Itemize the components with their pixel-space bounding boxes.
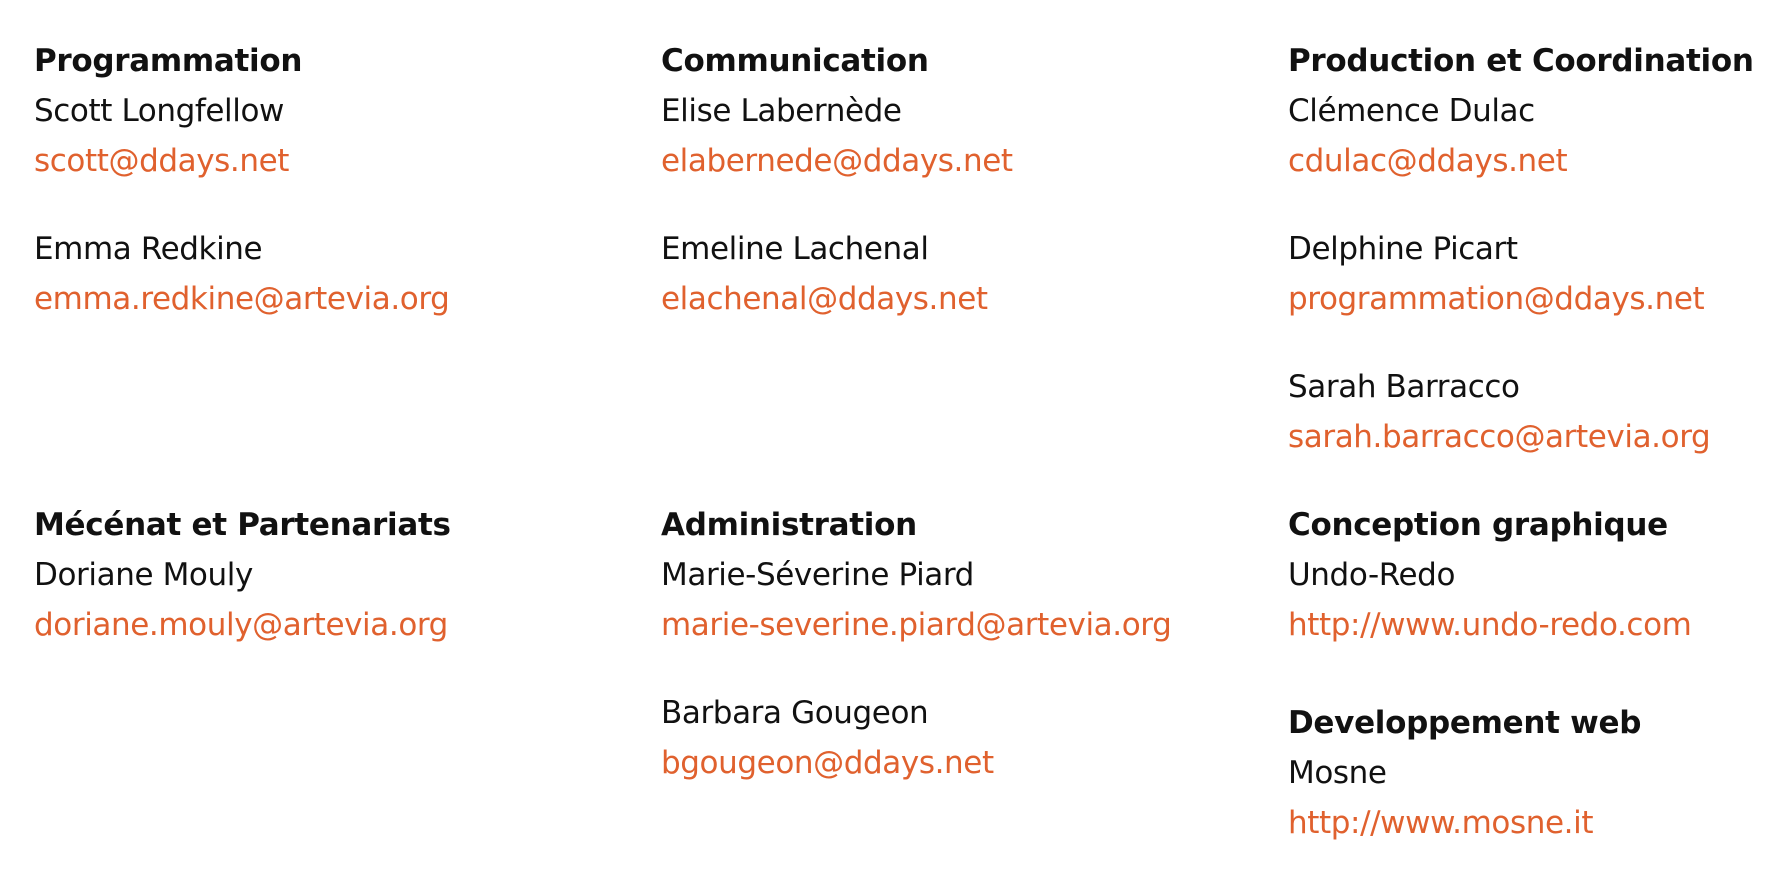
contact-name: Marie-Séverine Piard [661,557,974,593]
section-production: Production et Coordination Clémence Dula… [1288,36,1780,462]
section-heading: Mécénat et Partenariats [34,507,451,543]
contact-name: Doriane Mouly [34,557,253,593]
contact-item: Sarah Barracco sarah.barracco@artevia.or… [1288,362,1780,462]
section-administration: Administration Marie-Séverine Piard mari… [661,500,1221,788]
column-1: Programmation Scott Longfellow scott@dda… [34,36,594,324]
website-link[interactable]: http://www.undo-redo.com [1288,607,1692,643]
section-heading: Administration [661,507,917,543]
contact-item: Emeline Lachenal elachenal@ddays.net [661,224,1221,324]
section-heading: Developpement web [1288,705,1642,741]
section-conception-graphique: Conception graphique Undo-Redo http://ww… [1288,500,1780,650]
section-heading: Production et Coordination [1288,43,1754,79]
section-mecenat: Mécénat et Partenariats Doriane Mouly do… [34,500,594,650]
column-3: Production et Coordination Clémence Dula… [1288,36,1780,462]
contact-item: Delphine Picart programmation@ddays.net [1288,224,1780,324]
email-link[interactable]: marie-severine.piard@artevia.org [661,607,1172,643]
contact-name: Undo-Redo [1288,557,1456,593]
contact-item: Emma Redkine emma.redkine@artevia.org [34,224,594,324]
contact-item: Barbara Gougeon bgougeon@ddays.net [661,688,1221,788]
contact-item: Scott Longfellow scott@ddays.net [34,86,594,186]
contact-name: Elise Labernède [661,93,902,129]
column-2-row-2: Administration Marie-Séverine Piard mari… [661,500,1221,788]
email-link[interactable]: doriane.mouly@artevia.org [34,607,448,643]
email-link[interactable]: sarah.barracco@artevia.org [1288,419,1711,455]
email-link[interactable]: cdulac@ddays.net [1288,143,1568,179]
email-link[interactable]: elachenal@ddays.net [661,281,988,317]
section-developpement-web: Developpement web Mosne http://www.mosne… [1288,698,1780,848]
contact-item: Doriane Mouly doriane.mouly@artevia.org [34,550,594,650]
column-3-row-2: Conception graphique Undo-Redo http://ww… [1288,500,1780,848]
column-2: Communication Elise Labernède elabernede… [661,36,1221,324]
section-heading: Programmation [34,43,303,79]
contact-item: Clémence Dulac cdulac@ddays.net [1288,86,1780,186]
contact-item: Undo-Redo http://www.undo-redo.com [1288,550,1780,650]
section-heading: Communication [661,43,929,79]
contact-name: Delphine Picart [1288,231,1518,267]
email-link[interactable]: scott@ddays.net [34,143,290,179]
contact-name: Emma Redkine [34,231,263,267]
contact-name: Clémence Dulac [1288,93,1535,129]
contact-name: Scott Longfellow [34,93,285,129]
email-link[interactable]: programmation@ddays.net [1288,281,1705,317]
email-link[interactable]: elabernede@ddays.net [661,143,1013,179]
section-heading: Conception graphique [1288,507,1668,543]
contact-name: Barbara Gougeon [661,695,929,731]
contact-name: Mosne [1288,755,1387,791]
contact-name: Sarah Barracco [1288,369,1520,405]
contact-item: Mosne http://www.mosne.it [1288,748,1780,848]
section-programmation: Programmation Scott Longfellow scott@dda… [34,36,594,324]
contact-name: Emeline Lachenal [661,231,929,267]
email-link[interactable]: emma.redkine@artevia.org [34,281,450,317]
section-communication: Communication Elise Labernède elabernede… [661,36,1221,324]
contact-item: Marie-Séverine Piard marie-severine.piar… [661,550,1221,650]
column-1-row-2: Mécénat et Partenariats Doriane Mouly do… [34,500,594,650]
website-link[interactable]: http://www.mosne.it [1288,805,1594,841]
email-link[interactable]: bgougeon@ddays.net [661,745,994,781]
contact-item: Elise Labernède elabernede@ddays.net [661,86,1221,186]
